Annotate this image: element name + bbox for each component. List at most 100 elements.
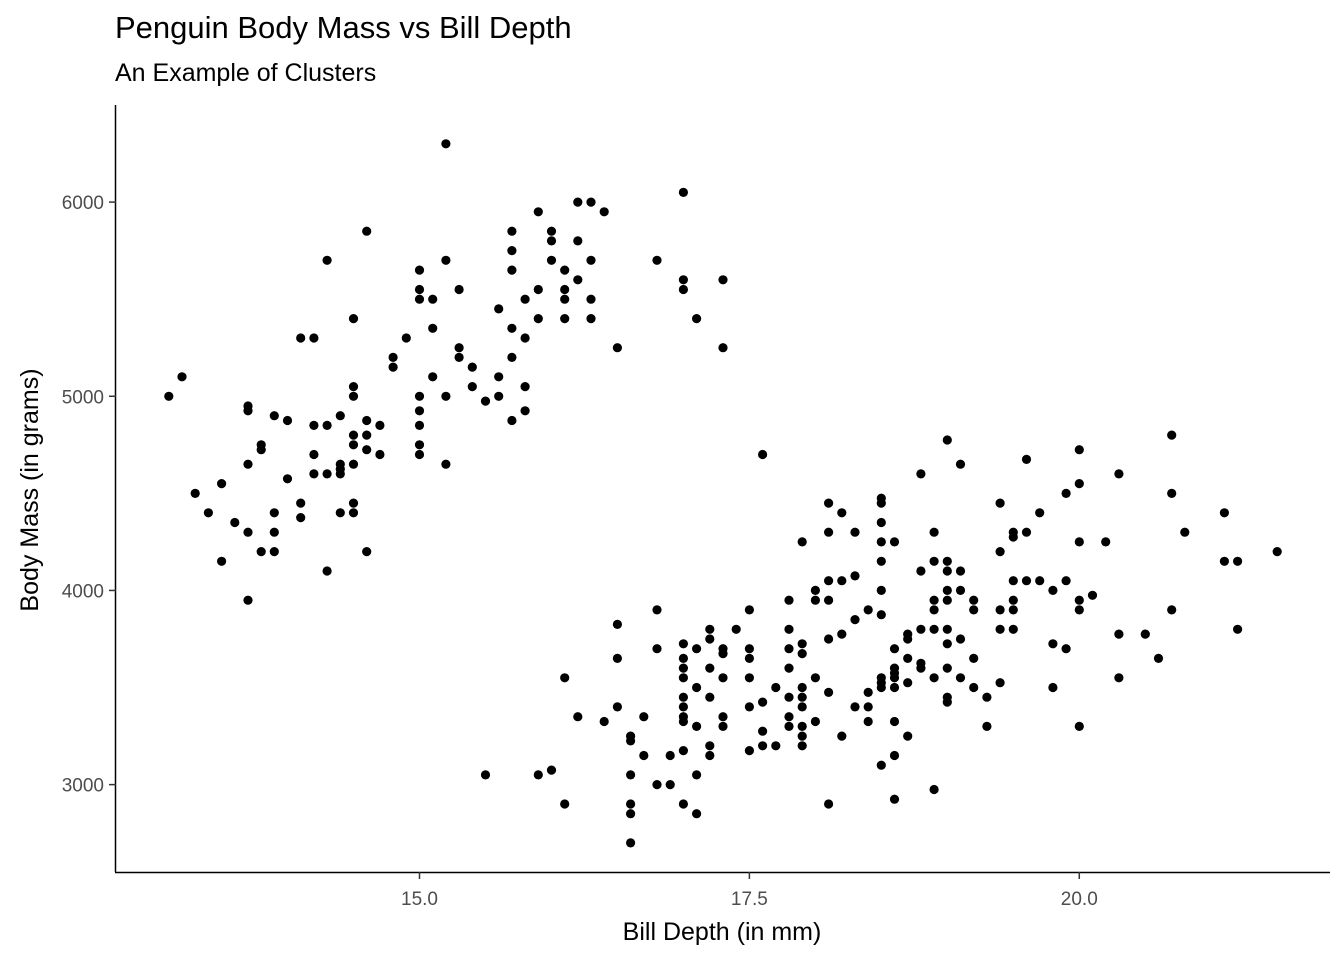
data-point: [837, 629, 847, 639]
data-point: [876, 610, 886, 620]
data-point: [903, 678, 913, 688]
data-point: [744, 702, 755, 712]
data-point: [955, 585, 966, 596]
data-point: [454, 343, 464, 353]
data-point: [1074, 721, 1084, 732]
data-point: [652, 780, 662, 790]
data-point: [230, 517, 240, 528]
data-point: [296, 513, 306, 523]
data-point: [494, 391, 504, 401]
data-point: [269, 547, 279, 557]
data-point: [903, 634, 913, 644]
data-point: [414, 440, 425, 450]
data-point: [692, 721, 702, 732]
data-point: [467, 362, 477, 372]
data-point: [599, 207, 609, 217]
data-point: [876, 760, 886, 770]
data-point: [573, 236, 583, 246]
data-point: [876, 556, 886, 566]
data-point: [1074, 445, 1084, 455]
data-point: [692, 809, 702, 819]
data-point: [797, 692, 807, 702]
data-point: [678, 663, 689, 673]
data-point: [494, 304, 504, 314]
data-point: [955, 673, 966, 683]
data-point: [903, 731, 913, 741]
data-point: [573, 275, 583, 285]
data-point: [296, 333, 306, 343]
data-point: [863, 716, 873, 727]
data-point: [942, 639, 952, 649]
data-point: [731, 624, 741, 634]
data-point: [546, 226, 557, 236]
data-point: [612, 619, 623, 630]
y-axis-title: Body Mass (in grams): [16, 368, 44, 611]
data-point: [1021, 527, 1032, 537]
data-point: [784, 712, 794, 722]
x-ticks: 15.0 17.5 20.0: [401, 872, 1098, 910]
data-point: [612, 343, 623, 353]
data-point: [507, 323, 517, 333]
data-point: [1233, 556, 1243, 566]
data-point: [362, 547, 372, 557]
data-point: [850, 571, 860, 581]
x-tick-label: 20.0: [1061, 889, 1098, 910]
data-point: [586, 255, 596, 265]
data-point: [348, 508, 359, 518]
data-point: [1008, 624, 1018, 634]
data-point: [348, 498, 359, 508]
y-ticks: 3000 4000 5000 6000: [62, 193, 116, 797]
data-point: [612, 702, 623, 712]
data-point: [282, 415, 293, 426]
data-point: [309, 469, 319, 479]
data-point: [520, 382, 530, 392]
data-point: [626, 770, 636, 780]
data-point: [1008, 532, 1018, 542]
data-point: [705, 663, 715, 673]
data-point: [929, 595, 939, 605]
data-point: [889, 537, 900, 547]
data-point: [428, 294, 438, 304]
y-tick-label: 5000: [62, 387, 104, 408]
data-point: [929, 556, 939, 566]
data-point: [335, 508, 345, 518]
x-axis-title: Bill Depth (in mm): [623, 918, 822, 946]
data-point: [1061, 488, 1071, 498]
data-point: [955, 459, 966, 469]
data-point: [678, 187, 689, 197]
data-point: [824, 799, 834, 809]
data-point: [678, 653, 689, 664]
data-point: [414, 265, 425, 275]
data-point: [678, 702, 689, 712]
data-point: [942, 585, 952, 596]
data-point: [889, 750, 900, 761]
data-point: [1087, 590, 1098, 600]
data-point: [626, 736, 636, 746]
data-point: [942, 595, 952, 605]
data-point: [1061, 576, 1071, 586]
data-point: [784, 663, 794, 673]
data-point: [824, 498, 834, 508]
data-point: [824, 687, 834, 698]
data-point: [1167, 430, 1177, 440]
data-point: [955, 634, 966, 644]
data-point: [639, 712, 649, 722]
data-point: [863, 687, 873, 698]
data-point: [758, 741, 768, 751]
data-point: [348, 459, 359, 469]
data-point: [903, 653, 913, 664]
data-point: [797, 702, 807, 712]
data-point: [863, 605, 873, 615]
data-point: [546, 765, 557, 775]
chart-subtitle: An Example of Clusters: [115, 59, 377, 87]
data-point: [467, 382, 477, 392]
data-point: [916, 663, 926, 673]
data-point: [626, 838, 636, 848]
data-point: [428, 372, 438, 382]
data-point: [758, 697, 768, 707]
data-point: [889, 644, 900, 654]
data-point: [414, 420, 425, 430]
data-point: [1219, 508, 1229, 518]
data-point: [243, 595, 253, 605]
data-point: [824, 634, 834, 644]
